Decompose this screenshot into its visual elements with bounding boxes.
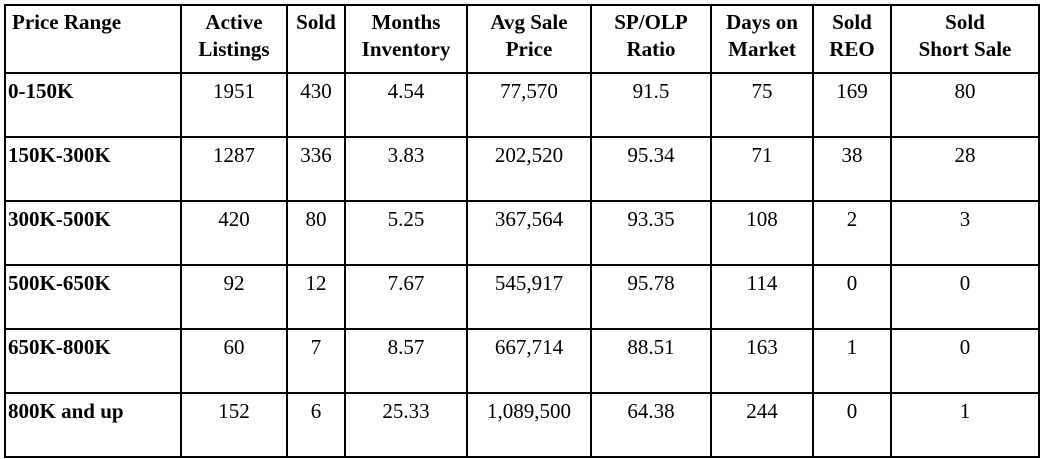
cell-price-range: 500K-650K bbox=[4, 264, 182, 330]
cell-sold: 6 bbox=[286, 392, 346, 458]
cell-sold-reo: 1 bbox=[812, 328, 892, 394]
cell-sold-reo: 0 bbox=[812, 264, 892, 330]
cell-days-on-market: 75 bbox=[710, 72, 814, 138]
cell-sp-olp-ratio: 91.5 bbox=[590, 72, 712, 138]
table-body: 0-150K 1951 430 4.54 77,570 91.5 75 169 … bbox=[4, 72, 1040, 458]
header-sold: Sold bbox=[286, 4, 346, 74]
cell-sold-reo: 38 bbox=[812, 136, 892, 202]
table-row: 800K and up 152 6 25.33 1,089,500 64.38 … bbox=[4, 392, 1040, 458]
header-sold-reo: Sold REO bbox=[812, 4, 892, 74]
cell-months-inventory: 5.25 bbox=[344, 200, 468, 266]
header-row: Price Range Active Listings Sold Months … bbox=[4, 4, 1040, 74]
cell-months-inventory: 25.33 bbox=[344, 392, 468, 458]
cell-sp-olp-ratio: 93.35 bbox=[590, 200, 712, 266]
cell-avg-sale-price: 667,714 bbox=[466, 328, 592, 394]
cell-days-on-market: 114 bbox=[710, 264, 814, 330]
cell-sp-olp-ratio: 64.38 bbox=[590, 392, 712, 458]
table-row: 500K-650K 92 12 7.67 545,917 95.78 114 0… bbox=[4, 264, 1040, 330]
table-row: 650K-800K 60 7 8.57 667,714 88.51 163 1 … bbox=[4, 328, 1040, 394]
cell-avg-sale-price: 545,917 bbox=[466, 264, 592, 330]
cell-sp-olp-ratio: 95.78 bbox=[590, 264, 712, 330]
table-header: Price Range Active Listings Sold Months … bbox=[4, 4, 1040, 74]
cell-sold-short-sale: 0 bbox=[890, 264, 1040, 330]
cell-avg-sale-price: 1,089,500 bbox=[466, 392, 592, 458]
cell-sold-reo: 0 bbox=[812, 392, 892, 458]
cell-active-listings: 60 bbox=[180, 328, 288, 394]
cell-sold-short-sale: 3 bbox=[890, 200, 1040, 266]
header-days-on-market: Days on Market bbox=[710, 4, 814, 74]
cell-sp-olp-ratio: 88.51 bbox=[590, 328, 712, 394]
cell-sold: 336 bbox=[286, 136, 346, 202]
header-price-range: Price Range bbox=[4, 4, 182, 74]
cell-price-range: 300K-500K bbox=[4, 200, 182, 266]
cell-sold: 430 bbox=[286, 72, 346, 138]
cell-days-on-market: 71 bbox=[710, 136, 814, 202]
cell-price-range: 0-150K bbox=[4, 72, 182, 138]
header-active-listings: Active Listings bbox=[180, 4, 288, 74]
cell-days-on-market: 163 bbox=[710, 328, 814, 394]
cell-months-inventory: 3.83 bbox=[344, 136, 468, 202]
table-row: 300K-500K 420 80 5.25 367,564 93.35 108 … bbox=[4, 200, 1040, 266]
cell-active-listings: 92 bbox=[180, 264, 288, 330]
cell-sold: 7 bbox=[286, 328, 346, 394]
header-sold-short-sale: Sold Short Sale bbox=[890, 4, 1040, 74]
cell-sold: 12 bbox=[286, 264, 346, 330]
header-sp-olp-ratio: SP/OLP Ratio bbox=[590, 4, 712, 74]
cell-sold-short-sale: 80 bbox=[890, 72, 1040, 138]
cell-sp-olp-ratio: 95.34 bbox=[590, 136, 712, 202]
cell-days-on-market: 108 bbox=[710, 200, 814, 266]
table-row: 0-150K 1951 430 4.54 77,570 91.5 75 169 … bbox=[4, 72, 1040, 138]
cell-months-inventory: 7.67 bbox=[344, 264, 468, 330]
cell-active-listings: 1951 bbox=[180, 72, 288, 138]
cell-avg-sale-price: 202,520 bbox=[466, 136, 592, 202]
cell-sold-reo: 2 bbox=[812, 200, 892, 266]
cell-price-range: 150K-300K bbox=[4, 136, 182, 202]
cell-price-range: 650K-800K bbox=[4, 328, 182, 394]
cell-active-listings: 1287 bbox=[180, 136, 288, 202]
cell-days-on-market: 244 bbox=[710, 392, 814, 458]
table-row: 150K-300K 1287 336 3.83 202,520 95.34 71… bbox=[4, 136, 1040, 202]
cell-sold: 80 bbox=[286, 200, 346, 266]
cell-avg-sale-price: 367,564 bbox=[466, 200, 592, 266]
cell-avg-sale-price: 77,570 bbox=[466, 72, 592, 138]
header-months-inventory: Months Inventory bbox=[344, 4, 468, 74]
cell-active-listings: 152 bbox=[180, 392, 288, 458]
header-avg-sale-price: Avg Sale Price bbox=[466, 4, 592, 74]
cell-sold-reo: 169 bbox=[812, 72, 892, 138]
cell-months-inventory: 4.54 bbox=[344, 72, 468, 138]
cell-sold-short-sale: 1 bbox=[890, 392, 1040, 458]
market-stats-table: Price Range Active Listings Sold Months … bbox=[4, 4, 1040, 458]
cell-active-listings: 420 bbox=[180, 200, 288, 266]
cell-sold-short-sale: 0 bbox=[890, 328, 1040, 394]
cell-sold-short-sale: 28 bbox=[890, 136, 1040, 202]
cell-months-inventory: 8.57 bbox=[344, 328, 468, 394]
cell-price-range: 800K and up bbox=[4, 392, 182, 458]
